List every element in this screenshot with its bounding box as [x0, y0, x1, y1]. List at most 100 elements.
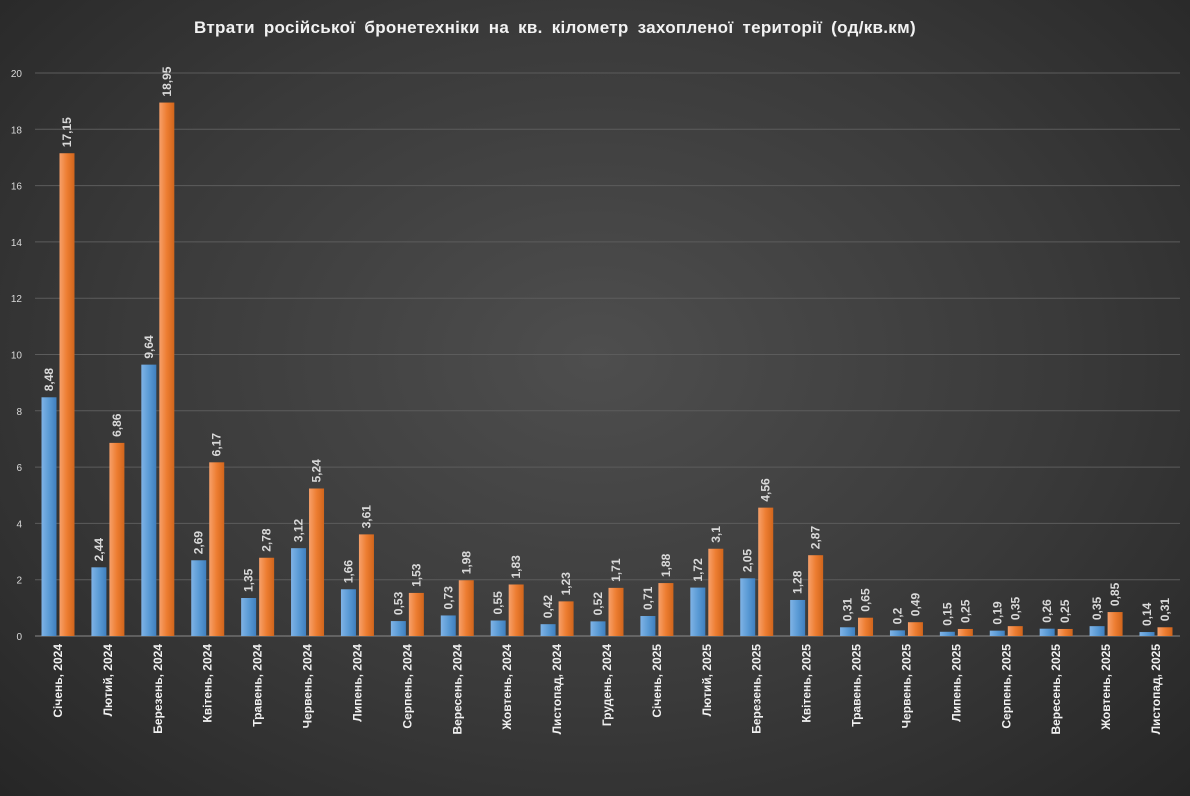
data-label: 2,87: [809, 526, 823, 550]
bar-series-2: [658, 583, 674, 636]
bar-series-2: [309, 488, 325, 636]
data-label: 1,53: [409, 563, 423, 587]
bar-series-2: [608, 587, 624, 636]
bar-series-2: [1157, 627, 1173, 636]
data-label: 1,35: [242, 568, 256, 592]
bar-series-1: [690, 587, 706, 636]
bar-series-2: [558, 601, 574, 636]
data-label: 3,61: [359, 505, 373, 529]
bar-series-1: [889, 630, 905, 636]
bar-series-2: [259, 557, 275, 636]
x-tick-label: Серпень, 2025: [999, 644, 1013, 729]
bar-series-2: [508, 584, 524, 636]
x-tick-label: Березень, 2025: [750, 644, 764, 734]
data-label: 0,25: [958, 599, 972, 623]
bar-series-1: [241, 597, 257, 636]
data-label: 1,28: [791, 570, 805, 594]
data-label: 0,19: [990, 601, 1004, 625]
bar-series-2: [758, 507, 774, 636]
data-label: 8,48: [42, 368, 56, 392]
y-tick-label: 16: [11, 182, 23, 193]
bar-series-2: [907, 622, 923, 636]
data-label: 1,72: [691, 558, 705, 582]
y-tick-label: 14: [11, 238, 23, 249]
x-tick-label: Вересень, 2024: [450, 644, 464, 735]
bar-series-1: [740, 578, 756, 636]
bar-series-1: [590, 621, 606, 636]
bar-series-2: [408, 592, 424, 636]
x-tick-label: Травень, 2024: [251, 644, 265, 727]
bar-series-2: [1107, 612, 1123, 636]
x-tick-label: Грудень, 2024: [600, 644, 614, 726]
bar-series-1: [840, 627, 856, 636]
y-tick-label: 0: [16, 632, 22, 643]
x-tick-label: Березень, 2024: [151, 644, 165, 734]
data-label: 1,71: [609, 558, 623, 582]
data-label: 1,23: [559, 572, 573, 596]
bar-series-1: [1139, 632, 1155, 636]
x-tick-label: Червень, 2024: [301, 644, 315, 729]
data-label: 3,12: [292, 518, 306, 542]
bar-series-1: [191, 560, 207, 636]
bar-series-2: [159, 102, 175, 637]
bar-series-2: [59, 153, 75, 637]
bar-series-1: [790, 599, 806, 636]
x-tick-label: Вересень, 2025: [1049, 644, 1063, 735]
data-label: 0,42: [541, 594, 555, 618]
data-label: 0,52: [591, 592, 605, 616]
y-tick-label: 18: [11, 125, 23, 136]
bar-series-2: [858, 617, 874, 636]
x-tick-label: Квітень, 2024: [201, 644, 215, 723]
data-label: 0,65: [859, 588, 873, 612]
x-tick-label: Липень, 2025: [949, 644, 963, 722]
data-label: 0,73: [441, 586, 455, 610]
bar-series-2: [1057, 628, 1073, 636]
data-label: 0,15: [940, 602, 954, 626]
bar-series-2: [708, 548, 724, 636]
x-tick-label: Червень, 2025: [899, 644, 913, 729]
x-tick-label: Лютий, 2024: [101, 644, 115, 717]
x-tick-label: Листопад, 2025: [1149, 644, 1163, 735]
bar-series-1: [440, 615, 456, 636]
bar-series-1: [291, 548, 307, 636]
x-tick-label: Жовтень, 2024: [500, 644, 514, 731]
bar-series-1: [640, 616, 656, 636]
data-label: 2,69: [192, 531, 206, 555]
data-label: 5,24: [310, 459, 324, 483]
y-tick-label: 12: [11, 294, 23, 305]
data-label: 0,35: [1008, 596, 1022, 620]
data-label: 0,2: [890, 607, 904, 624]
x-tick-label: Травень, 2025: [850, 644, 864, 727]
chart-title: Втрати російської бронетехніки на кв. кі…: [194, 18, 916, 37]
bar-series-1: [939, 631, 955, 636]
bar-series-1: [490, 620, 506, 636]
data-label: 0,49: [908, 593, 922, 617]
data-label: 9,64: [142, 335, 156, 359]
bar-series-1: [989, 630, 1005, 636]
data-label: 0,85: [1108, 582, 1122, 606]
y-tick-label: 8: [16, 407, 22, 418]
bar-series-1: [141, 364, 157, 636]
y-tick-label: 4: [16, 519, 22, 530]
data-label: 18,95: [160, 66, 174, 96]
bar-series-2: [957, 628, 973, 636]
data-label: 0,53: [391, 591, 405, 615]
x-tick-label: Липень, 2024: [350, 644, 364, 722]
data-label: 6,86: [110, 413, 124, 437]
x-tick-label: Листопад, 2024: [550, 644, 564, 735]
data-label: 3,1: [709, 526, 723, 543]
data-label: 0,31: [841, 598, 855, 622]
bar-series-1: [41, 397, 57, 636]
bar-series-1: [91, 567, 107, 636]
bar-series-2: [808, 555, 824, 636]
bar-series-1: [390, 621, 406, 636]
data-label: 2,05: [741, 549, 755, 573]
data-label: 0,35: [1090, 596, 1104, 620]
data-label: 0,71: [641, 586, 655, 610]
bar-series-1: [1089, 626, 1105, 636]
data-label: 0,14: [1140, 602, 1154, 626]
data-label: 0,31: [1158, 598, 1172, 622]
bar-series-2: [1007, 626, 1023, 636]
data-label: 0,26: [1040, 599, 1054, 623]
